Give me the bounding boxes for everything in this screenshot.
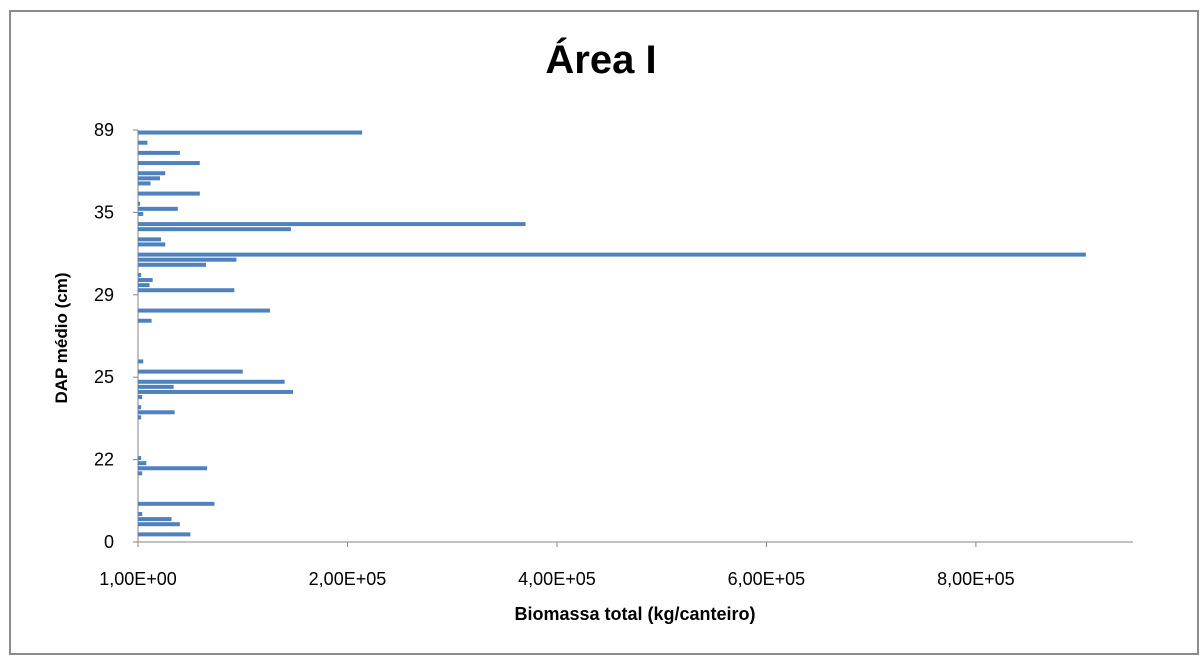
bar xyxy=(138,176,160,181)
bar xyxy=(138,389,294,394)
y-tick-label: 29 xyxy=(94,285,114,305)
bar xyxy=(138,405,142,410)
bar xyxy=(138,227,291,232)
bar xyxy=(138,242,166,247)
bar xyxy=(138,395,143,400)
bar xyxy=(138,359,144,364)
bar xyxy=(138,522,180,527)
bar xyxy=(138,501,215,506)
bar xyxy=(138,181,151,186)
bar xyxy=(138,466,208,471)
x-tick-label: 2,00E+05 xyxy=(309,569,387,589)
bar xyxy=(138,308,270,313)
bar xyxy=(138,471,143,476)
bar xyxy=(138,288,235,293)
bar xyxy=(138,150,180,155)
bar xyxy=(138,278,153,283)
bar xyxy=(138,272,142,277)
bar xyxy=(138,211,144,216)
bar xyxy=(138,130,363,135)
bar xyxy=(138,369,243,374)
x-tick-label: 6,00E+05 xyxy=(728,569,806,589)
x-ticks: 1,00E+00 2,00E+05 4,00E+05 6,00E+05 8,00E+05 xyxy=(99,542,1015,589)
bar xyxy=(138,318,152,323)
x-tick-label: 4,00E+05 xyxy=(518,569,596,589)
bar xyxy=(138,410,175,415)
y-ticks: 0 22 25 29 35 89 xyxy=(94,120,138,552)
bar xyxy=(138,140,148,145)
bar xyxy=(138,257,237,262)
x-tick-label: 8,00E+05 xyxy=(937,569,1015,589)
bar xyxy=(138,201,141,206)
bar xyxy=(138,532,191,537)
bar xyxy=(138,461,147,466)
bar xyxy=(138,512,143,517)
x-axis-label: Biomassa total (kg/canteiro) xyxy=(514,604,756,624)
y-tick-label: 89 xyxy=(94,120,114,140)
bar xyxy=(138,206,178,211)
y-tick-label: 35 xyxy=(94,202,114,222)
bar xyxy=(138,456,142,461)
chart-frame xyxy=(9,10,1199,655)
bar xyxy=(138,415,142,420)
y-tick-label: 22 xyxy=(94,450,114,470)
bar xyxy=(138,262,207,267)
bar xyxy=(138,161,200,166)
chart-title: Área I xyxy=(545,38,657,82)
y-tick-label: 0 xyxy=(104,532,114,552)
bar xyxy=(138,191,200,196)
bar xyxy=(138,379,285,384)
bar xyxy=(138,517,172,522)
bars-group xyxy=(138,130,1086,537)
bar xyxy=(138,237,162,242)
bar xyxy=(138,384,174,389)
x-tick-label: 1,00E+00 xyxy=(99,569,177,589)
bar xyxy=(138,222,526,227)
y-tick-label: 25 xyxy=(94,367,114,387)
bar xyxy=(138,283,150,288)
bar xyxy=(138,252,1086,257)
bar xyxy=(138,171,166,176)
